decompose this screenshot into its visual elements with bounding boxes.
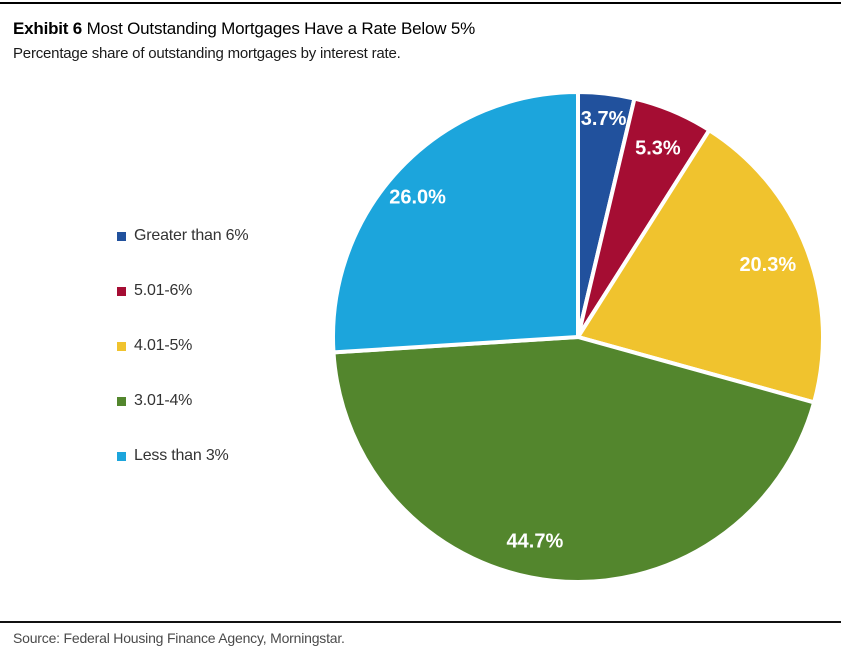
slice-value-label: 3.7% <box>581 108 627 130</box>
chart-subtitle: Percentage share of outstanding mortgage… <box>13 45 401 62</box>
chart-title: Exhibit 6 Most Outstanding Mortgages Hav… <box>13 19 475 39</box>
pie-slice <box>331 89 580 355</box>
source-note: Source: Federal Housing Finance Agency, … <box>13 630 345 646</box>
legend-item: 4.01-5% <box>117 336 248 356</box>
top-divider <box>0 2 841 4</box>
legend-swatch-icon <box>117 231 126 241</box>
legend-item: 5.01-6% <box>117 281 248 301</box>
legend-swatch-icon <box>117 451 126 461</box>
bottom-divider <box>0 621 841 623</box>
chart-header: Exhibit 6 Most Outstanding Mortgages Hav… <box>13 19 475 62</box>
legend-label: 5.01-6% <box>134 282 193 299</box>
slice-value-label: 5.3% <box>635 137 681 159</box>
legend-item: 3.01-4% <box>117 391 248 411</box>
slice-value-label: 44.7% <box>507 531 564 553</box>
pie-slice <box>574 127 825 405</box>
legend-label: Greater than 6% <box>134 227 249 244</box>
legend-swatch-icon <box>117 286 126 296</box>
chart-title-text: Most Outstanding Mortgages Have a Rate B… <box>82 19 476 38</box>
legend-label: 3.01-4% <box>134 392 193 409</box>
pie-legend: Greater than 6% 5.01-6% 4.01-5% 3.01-4% Less… <box>117 226 249 501</box>
pie-slice <box>331 334 817 584</box>
legend-label: 4.01-5% <box>134 337 193 354</box>
legend-item: Greater than 6% <box>117 226 249 246</box>
legend-swatch-icon <box>117 341 126 351</box>
legend-item: Less than 3% <box>117 446 248 466</box>
slice-value-label: 20.3% <box>739 254 796 276</box>
legend-swatch-icon <box>117 396 126 406</box>
exhibit-label: Exhibit 6 <box>13 19 83 38</box>
legend-label: Less than 3% <box>134 447 229 464</box>
slice-value-label: 26.0% <box>389 187 446 209</box>
